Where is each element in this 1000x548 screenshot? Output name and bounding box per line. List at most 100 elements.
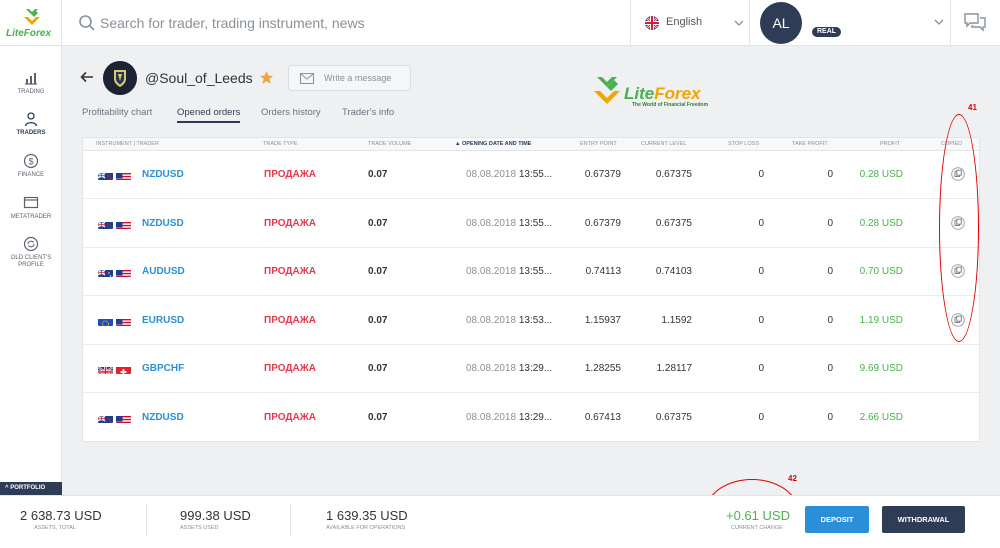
brand-name: LiteForex (624, 84, 701, 103)
tab-profitability-chart[interactable]: Profitability chart (82, 107, 153, 118)
instrument-link[interactable]: NZDUSD (142, 217, 184, 229)
column-header-instrument[interactable]: INSTRUMENT | TRADER (96, 141, 159, 147)
liteforex-brand-icon (594, 77, 620, 104)
eu-flag-icon (98, 316, 113, 326)
deposit-button[interactable]: DEPOSIT (805, 506, 869, 533)
footer-divider (146, 504, 147, 536)
column-header-current-level[interactable]: CURRENT LEVEL (641, 141, 687, 147)
instrument-link[interactable]: NZDUSD (142, 169, 184, 180)
take-profit: 0 (827, 217, 833, 229)
dollar-icon: $ (23, 153, 39, 169)
trade-type: ПРОДАЖА (264, 314, 316, 326)
currency-flags (98, 267, 134, 277)
traders-icon (24, 112, 38, 127)
column-header-profit[interactable]: PROFIT (880, 141, 901, 147)
sidebar-item-label: TRADERS (16, 130, 46, 136)
current-change-caption: CURRENT CHANGE (731, 525, 783, 531)
new-zealand-flag-icon (98, 413, 113, 423)
switzerland-flag-icon (116, 364, 131, 374)
profit: 9.69 USD (859, 363, 903, 374)
opening-date: 08.08.2018 13:55... (466, 217, 553, 229)
footer-divider (290, 504, 291, 536)
table-row[interactable]: NZDUSD ПРОДАЖА 0.07 08.08.2018 13:55... 0.67… (83, 151, 979, 199)
usa-flag-icon (116, 170, 131, 180)
header-divider (950, 0, 951, 46)
sidebar: TRADING TRADERS $ FINANCE METATRADER OLD… (0, 46, 62, 482)
opening-date: 08.08.2018 13:29... (466, 363, 553, 374)
account-menu-chevron-icon[interactable] (934, 17, 944, 27)
opening-date: 08.08.2018 13:53... (466, 314, 553, 326)
usa-flag-icon (116, 316, 131, 326)
instrument-link[interactable]: AUDUSD (142, 266, 185, 277)
trade-type: ПРОДАЖА (264, 363, 316, 374)
stop-loss: 0 (758, 411, 764, 423)
instrument-link[interactable]: EURUSD (142, 314, 185, 326)
chat-icon[interactable] (963, 12, 987, 34)
sidebar-item-old-profile[interactable]: OLD CLIENT'S PROFILE (0, 236, 62, 269)
column-header-trade-type[interactable]: TRADE TYPE (263, 141, 298, 147)
table-row[interactable]: EURUSD ПРОДАЖА 0.07 08.08.2018 13:53... 1.15… (83, 297, 979, 345)
portfolio-toggle[interactable]: ^ PORTFOLIO (0, 482, 62, 495)
portfolio-label: PORTFOLIO (10, 485, 46, 491)
app-logo[interactable]: LiteForex (0, 0, 62, 46)
favorite-star-icon[interactable] (259, 70, 274, 85)
language-label: English (666, 16, 703, 28)
table-row[interactable]: GBPCHF ПРОДАЖА 0.07 08.08.2018 13:29... 1.28… (83, 345, 979, 393)
current-change-value: +0.61 USD (726, 508, 790, 523)
column-header-trade-volume[interactable]: TRADE VOLUME (368, 141, 412, 147)
back-arrow-icon[interactable] (80, 70, 94, 84)
tab-orders-history[interactable]: Orders history (261, 107, 321, 118)
column-header-stop-loss[interactable]: STOP LOSS (728, 141, 759, 147)
sidebar-item-traders[interactable]: TRADERS (0, 111, 62, 137)
current-level: 0.74103 (655, 266, 692, 277)
trader-crest-icon (103, 61, 137, 95)
current-level: 0.67375 (655, 411, 692, 423)
brand-tagline: The World of Financial Freedom (632, 102, 709, 108)
opening-date: 08.08.2018 13:29... (466, 411, 553, 423)
svg-text:$: $ (28, 157, 33, 167)
sidebar-item-trading[interactable]: TRADING (0, 70, 62, 96)
column-header-take-profit[interactable]: TAKE PROFIT (792, 141, 828, 147)
entry-point: 0.67379 (584, 169, 621, 180)
column-header-entry-point[interactable]: ENTRY POINT (580, 141, 617, 147)
monitor-icon (23, 196, 39, 209)
new-zealand-flag-icon (98, 170, 113, 180)
instrument-link[interactable]: GBPCHF (142, 363, 185, 374)
column-header-opening-date[interactable]: ▲ OPENING DATE AND TIME (455, 141, 532, 147)
take-profit: 0 (827, 411, 833, 423)
withdrawal-button[interactable]: WITHDRAWAL (882, 506, 965, 533)
table-row[interactable]: NZDUSD ПРОДАЖА 0.07 08.08.2018 13:29... 0.67… (83, 394, 979, 442)
trade-volume: 0.07 (368, 363, 388, 374)
table-row[interactable]: NZDUSD ПРОДАЖА 0.07 08.08.2018 13:55... 0.67… (83, 200, 979, 248)
sidebar-item-finance[interactable]: $ FINANCE (0, 153, 62, 179)
trader-avatar (103, 61, 137, 95)
language-selector[interactable]: English (630, 0, 750, 46)
available-caption: AVAILABLE FOR OPERATIONS (326, 525, 406, 531)
sidebar-item-metatrader[interactable]: METATRADER (0, 195, 62, 221)
write-message-button[interactable]: Write a message (288, 65, 411, 91)
stop-loss: 0 (758, 169, 764, 180)
entry-point: 1.28255 (584, 363, 621, 374)
currency-flags (98, 364, 134, 374)
tab-opened-orders[interactable]: Opened orders (177, 107, 241, 123)
mail-icon (300, 73, 314, 84)
top-bar: LiteForex English AL REAL (0, 0, 1000, 46)
user-avatar[interactable]: AL (760, 2, 802, 44)
annotation-ellipse-copied (939, 114, 979, 342)
current-level: 0.67375 (655, 169, 692, 180)
table-row[interactable]: AUDUSD ПРОДАЖА 0.07 08.08.2018 13:55... 0.74… (83, 248, 979, 296)
usa-flag-icon (116, 219, 131, 229)
annotation-number: 42 (788, 474, 797, 483)
profit: 0.70 USD (859, 266, 903, 277)
entry-point: 0.67379 (584, 217, 621, 229)
stop-loss: 0 (758, 266, 764, 277)
search-icon[interactable] (78, 14, 96, 32)
instrument-link[interactable]: NZDUSD (142, 411, 184, 423)
stop-loss: 0 (758, 363, 764, 374)
tab-traders-info[interactable]: Trader's info (342, 107, 395, 118)
profit: 0.28 USD (859, 169, 903, 180)
stop-loss: 0 (758, 314, 764, 326)
assets-total-value: 2 638.73 USD (20, 508, 102, 523)
search-input[interactable] (100, 12, 620, 34)
trade-type: ПРОДАЖА (264, 217, 316, 229)
